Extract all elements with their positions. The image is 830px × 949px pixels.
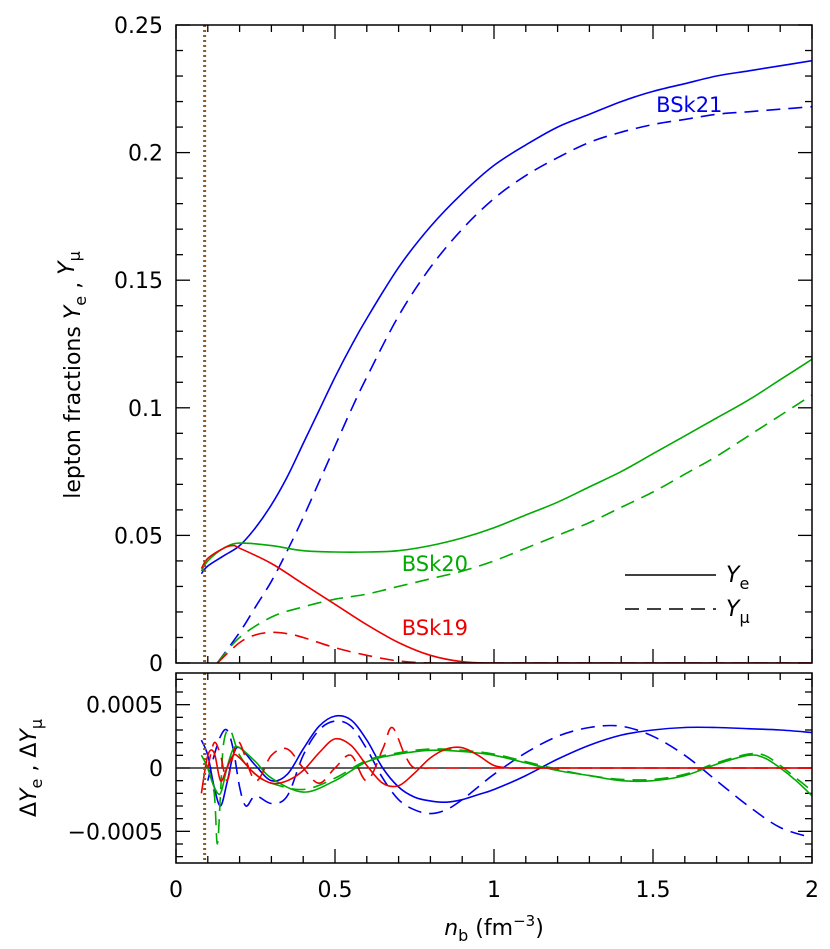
y-tick-label: 0.25: [114, 14, 163, 39]
series-line-bottom-1: [207, 720, 812, 839]
legend-label: Ye: [726, 563, 749, 593]
x-tick-label: 2: [805, 878, 819, 903]
x-tick-label: 0: [169, 878, 183, 903]
axis-labels: 0 0.5 1 1.5 2 BSk21 BSk20 BSk19 Ye Yμ lepton fract…: [17, 93, 819, 945]
series-line-bottom-2: [200, 745, 812, 797]
series-line-top-4: [200, 544, 812, 663]
plot-frame: [175, 24, 813, 664]
series-line-top-5: [216, 631, 812, 663]
y-tick-label: −0.0005: [68, 820, 163, 845]
y-axis-label-bottom: ΔYe , ΔYμ: [17, 719, 46, 817]
y-tick-label: 0.2: [128, 142, 163, 167]
y-tick-label: 0.15: [114, 269, 163, 294]
series-label-bsk20: BSk20: [402, 552, 468, 576]
legend-label: Yμ: [726, 597, 750, 627]
series-line-top-0: [200, 59, 812, 575]
series-line-top-1: [216, 105, 812, 663]
y-tick-label: 0.1: [128, 397, 163, 422]
legend: Ye Yμ: [625, 563, 750, 627]
plot-frame: [175, 672, 813, 864]
series-line-top-2: [200, 358, 812, 572]
y-tick-label: 0: [149, 652, 163, 677]
series-label-bsk21: BSk21: [656, 93, 722, 117]
x-axis-label: nb (fm−3): [444, 912, 544, 945]
series-line-top-3: [216, 394, 812, 663]
series-label-bsk19: BSk19: [402, 616, 468, 640]
y-tick-label: 0.05: [114, 524, 163, 549]
y-tick-label: 0.0005: [86, 694, 163, 719]
series-line-bottom-5: [207, 726, 812, 785]
bottom-panel: 0.0005 0 −0.0005: [68, 672, 813, 864]
series-line-bottom-0: [200, 714, 812, 807]
series-line-bottom-4: [200, 737, 812, 794]
x-tick-label: 0.5: [318, 878, 353, 903]
x-tick-label: 1.5: [636, 878, 671, 903]
y-axis-label-top: lepton fractions Ye , Yμ: [55, 251, 90, 499]
series-line-bottom-3: [207, 728, 812, 845]
y-tick-label: 0: [149, 757, 163, 782]
top-panel: 0 0.05 0.1 0.15 0.2 0.25: [114, 14, 813, 677]
x-tick-label: 1: [487, 878, 501, 903]
